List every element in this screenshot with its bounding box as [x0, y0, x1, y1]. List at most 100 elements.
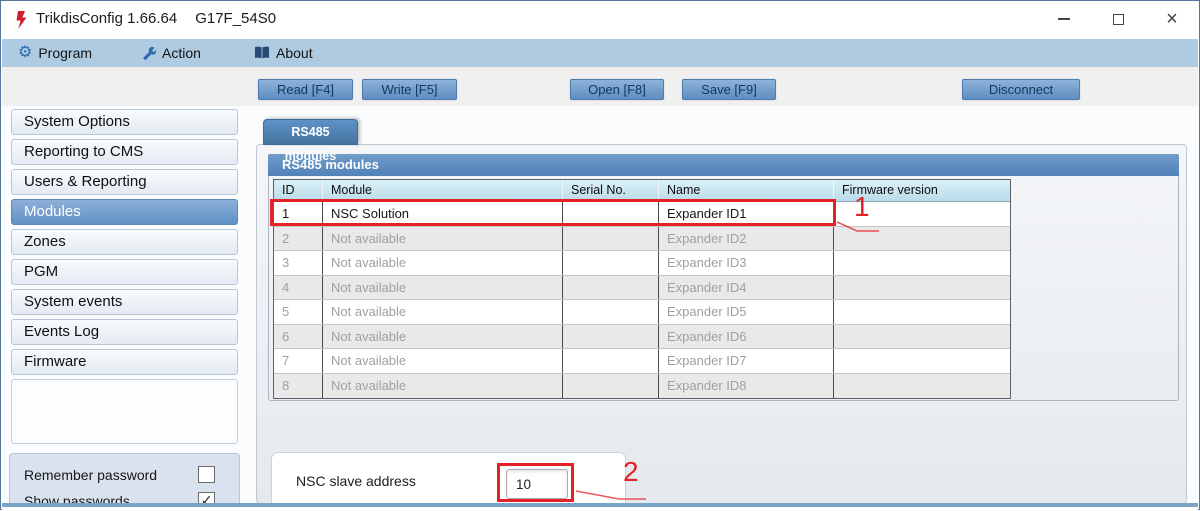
wrench-icon [141, 46, 156, 61]
minimize-icon [1058, 18, 1070, 20]
close-button[interactable]: × [1152, 3, 1192, 35]
table-row[interactable]: 8 Not available Expander ID8 [274, 374, 1010, 399]
read-button[interactable]: Read [F4] [258, 79, 353, 100]
cell-firmware[interactable] [834, 202, 1010, 226]
rs485-table-body: 1 NSC Solution Expander ID1 2 Not availa… [274, 202, 1010, 398]
window-title: TrikdisConfig 1.66.64 G17F_54S0 [36, 10, 276, 27]
sidebar-item-reporting-to-cms[interactable]: Reporting to CMS [11, 139, 238, 165]
sidebar-item-modules[interactable]: Modules [11, 199, 238, 225]
cell-firmware[interactable] [834, 227, 1010, 251]
col-header-module: Module [323, 180, 563, 201]
device-id: G17F_54S0 [195, 10, 276, 27]
table-header-row: ID Module Serial No. Name Firmware versi… [274, 180, 1010, 202]
cell-firmware[interactable] [834, 276, 1010, 300]
menu-action-label: Action [162, 45, 201, 61]
cell-id[interactable]: 3 [274, 251, 323, 275]
cell-id[interactable]: 2 [274, 227, 323, 251]
cell-serial[interactable] [563, 276, 659, 300]
cell-serial[interactable] [563, 374, 659, 399]
table-row[interactable]: 2 Not available Expander ID2 [274, 227, 1010, 252]
cell-firmware[interactable] [834, 300, 1010, 324]
cell-module[interactable]: Not available [323, 374, 563, 399]
cell-serial[interactable] [563, 349, 659, 373]
toolbar: Read [F4] Write [F5] Open [F8] Save [F9]… [2, 67, 1198, 106]
below-window-area [2, 507, 1198, 511]
cell-id[interactable]: 8 [274, 374, 323, 399]
table-row[interactable]: 1 NSC Solution Expander ID1 [274, 202, 1010, 227]
tab-rs485-modules[interactable]: RS485 modules [263, 119, 358, 145]
sidebar-item-zones[interactable]: Zones [11, 229, 238, 255]
cell-module[interactable]: Not available [323, 251, 563, 275]
cell-firmware[interactable] [834, 374, 1010, 399]
open-button[interactable]: Open [F8] [570, 79, 664, 100]
cell-serial[interactable] [563, 227, 659, 251]
sidebar-item-pgm[interactable]: PGM [11, 259, 238, 285]
cell-id[interactable]: 7 [274, 349, 323, 373]
table-row[interactable]: 7 Not available Expander ID7 [274, 349, 1010, 374]
remember-password-checkbox[interactable] [198, 466, 215, 483]
cell-module[interactable]: Not available [323, 349, 563, 373]
table-row[interactable]: 6 Not available Expander ID6 [274, 325, 1010, 350]
gear-icon: ⚙ [18, 45, 32, 61]
cell-firmware[interactable] [834, 325, 1010, 349]
menu-bar: ⚙ Program Action About [2, 39, 1198, 67]
nsc-slave-address-label: NSC slave address [296, 473, 416, 489]
write-button[interactable]: Write [F5] [362, 79, 457, 100]
maximize-icon [1113, 14, 1124, 25]
cell-name[interactable]: Expander ID5 [659, 300, 834, 324]
sidebar-item-events-log[interactable]: Events Log [11, 319, 238, 345]
cell-serial[interactable] [563, 202, 659, 226]
cell-name[interactable]: Expander ID4 [659, 276, 834, 300]
table-row[interactable]: 3 Not available Expander ID3 [274, 251, 1010, 276]
save-button[interactable]: Save [F9] [682, 79, 776, 100]
menu-about-label: About [276, 45, 313, 61]
menu-action[interactable]: Action [133, 39, 209, 67]
col-header-serial: Serial No. [563, 180, 659, 201]
menu-program[interactable]: ⚙ Program [10, 39, 100, 67]
col-header-firmware: Firmware version [834, 180, 1010, 201]
cell-module[interactable]: Not available [323, 325, 563, 349]
sidebar-item-users-reporting[interactable]: Users & Reporting [11, 169, 238, 195]
col-header-name: Name [659, 180, 834, 201]
sidebar-item-system-events[interactable]: System events [11, 289, 238, 315]
remember-password-label: Remember password [24, 467, 157, 483]
cell-id[interactable]: 5 [274, 300, 323, 324]
disconnect-button[interactable]: Disconnect [962, 79, 1080, 100]
app-logo-icon [15, 11, 29, 29]
maximize-button[interactable] [1098, 3, 1138, 35]
cell-firmware[interactable] [834, 251, 1010, 275]
menu-program-label: Program [38, 45, 92, 61]
cell-name[interactable]: Expander ID3 [659, 251, 834, 275]
sidebar-empty-panel [11, 379, 238, 444]
cell-module[interactable]: Not available [323, 300, 563, 324]
table-row[interactable]: 4 Not available Expander ID4 [274, 276, 1010, 301]
sidebar-item-system-options[interactable]: System Options [11, 109, 238, 135]
cell-id[interactable]: 1 [274, 202, 323, 226]
table-row[interactable]: 5 Not available Expander ID5 [274, 300, 1010, 325]
cell-firmware[interactable] [834, 349, 1010, 373]
book-icon [254, 46, 270, 60]
cell-module[interactable]: Not available [323, 227, 563, 251]
col-header-id: ID [274, 180, 323, 201]
app-title: TrikdisConfig 1.66.64 [36, 10, 177, 27]
cell-name[interactable]: Expander ID1 [659, 202, 834, 226]
sidebar-item-firmware[interactable]: Firmware [11, 349, 238, 375]
cell-name[interactable]: Expander ID8 [659, 374, 834, 399]
cell-module[interactable]: NSC Solution [323, 202, 563, 226]
menu-about[interactable]: About [246, 39, 321, 67]
cell-name[interactable]: Expander ID2 [659, 227, 834, 251]
title-bar: TrikdisConfig 1.66.64 G17F_54S0 × [2, 1, 1198, 39]
minimize-button[interactable] [1044, 3, 1084, 35]
cell-name[interactable]: Expander ID6 [659, 325, 834, 349]
cell-name[interactable]: Expander ID7 [659, 349, 834, 373]
cell-serial[interactable] [563, 325, 659, 349]
close-icon: × [1166, 9, 1178, 29]
cell-module[interactable]: Not available [323, 276, 563, 300]
cell-id[interactable]: 4 [274, 276, 323, 300]
cell-serial[interactable] [563, 251, 659, 275]
cell-id[interactable]: 6 [274, 325, 323, 349]
nsc-slave-address-input[interactable] [506, 469, 568, 499]
group-header: RS485 modules [268, 154, 1179, 176]
cell-serial[interactable] [563, 300, 659, 324]
